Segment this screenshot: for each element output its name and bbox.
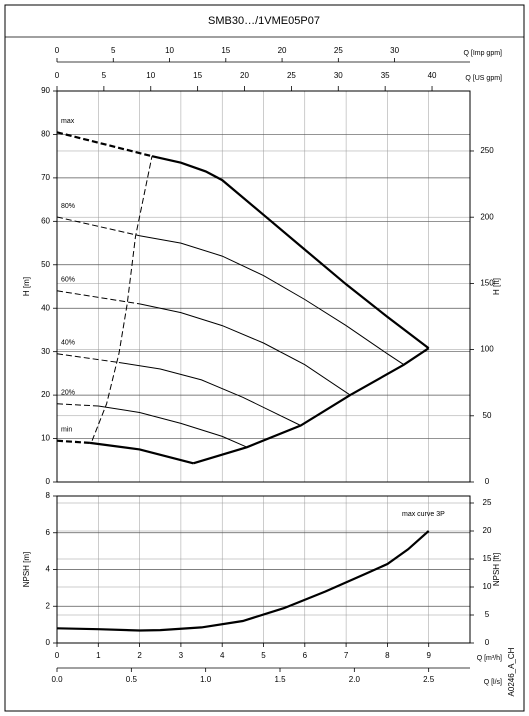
y2-tick-label: 0	[485, 477, 490, 486]
x-tick-label: 15	[193, 71, 202, 80]
x-tick-label: 30	[334, 71, 343, 80]
y-tick-label: 80	[41, 130, 50, 139]
x-tick-label: 2.5	[423, 675, 435, 684]
curve	[89, 441, 194, 465]
x-tick-label: 1.5	[274, 675, 286, 684]
x-axis-title: Q [l/s]	[484, 679, 502, 686]
x-tick-label: 0.5	[126, 675, 138, 684]
curve	[56, 290, 140, 305]
y-tick-label: 50	[41, 260, 50, 269]
y-tick-label: 6	[46, 528, 51, 537]
x-tick-label: 5	[102, 71, 107, 80]
y2-axis-title: NPSH [ft]	[492, 553, 501, 586]
x-tick-label: 2.0	[349, 675, 361, 684]
x-tick-label: 5	[111, 46, 116, 55]
x-tick-label: 15	[221, 46, 230, 55]
y-axis-title: NPSH [m]	[22, 552, 31, 588]
x-tick-label: 8	[385, 651, 390, 660]
y2-tick-label: 100	[480, 345, 494, 354]
y2-tick-label: 20	[483, 526, 492, 535]
document-code: A0246_A_CH	[507, 647, 516, 696]
y-tick-label: 60	[41, 216, 50, 225]
y2-tick-label: 10	[483, 582, 492, 591]
x-tick-label: 9	[426, 651, 431, 660]
x-axis-title: Q [Imp gpm]	[463, 50, 502, 57]
chart-title: SMB30…/1VME05P07	[208, 15, 320, 27]
y2-tick-label: 150	[480, 278, 494, 287]
annotation: max curve 3P	[402, 511, 445, 518]
x-tick-label: 7	[344, 651, 349, 660]
y2-tick-label: 15	[483, 554, 492, 563]
y-axis-title: H [m]	[22, 277, 31, 296]
y-tick-label: 20	[41, 390, 50, 399]
curve	[118, 362, 301, 426]
curve	[139, 303, 351, 396]
curve-label: 60%	[61, 277, 75, 284]
y2-tick-label: 5	[485, 610, 490, 619]
x-tick-label: 0	[55, 46, 60, 55]
x-tick-label: 1	[96, 651, 101, 660]
x-tick-label: 40	[428, 71, 437, 80]
curve	[56, 131, 153, 158]
x-tick-label: 0	[55, 651, 60, 660]
y-tick-label: 0	[46, 638, 51, 647]
curve	[98, 405, 248, 448]
x-axis-title: Q [m³/h]	[477, 655, 502, 662]
x-tick-label: 10	[165, 46, 174, 55]
x-tick-label: 6	[303, 651, 308, 660]
plot-frame	[56, 90, 471, 483]
x-tick-label: 1.0	[200, 675, 212, 684]
curve	[56, 353, 119, 363]
y2-tick-label: 50	[483, 411, 492, 420]
x-tick-label: 3	[179, 651, 184, 660]
curve	[91, 156, 153, 441]
x-tick-label: 0.0	[51, 675, 63, 684]
x-tick-label: 0	[55, 71, 60, 80]
curve	[151, 155, 430, 350]
y-tick-label: 2	[46, 601, 51, 610]
x-tick-label: 10	[146, 71, 155, 80]
curve	[139, 235, 405, 366]
curve-label: max	[61, 118, 75, 125]
y-tick-label: 8	[46, 491, 51, 500]
curve	[56, 439, 91, 444]
y-tick-label: 70	[41, 173, 50, 182]
y-tick-label: 10	[41, 434, 50, 443]
x-tick-label: 20	[240, 71, 249, 80]
x-tick-label: 20	[278, 46, 287, 55]
curve	[56, 216, 140, 237]
y-tick-label: 4	[46, 565, 51, 574]
curve	[56, 530, 430, 632]
curve	[192, 347, 430, 465]
x-tick-label: 25	[334, 46, 343, 55]
x-tick-label: 2	[137, 651, 142, 660]
y2-tick-label: 25	[483, 498, 492, 507]
y-tick-label: 30	[41, 347, 50, 356]
curve-label: 20%	[61, 390, 75, 397]
x-tick-label: 35	[381, 71, 390, 80]
x-tick-label: 4	[220, 651, 225, 660]
x-axis-title: Q [US gpm]	[465, 75, 502, 82]
y2-tick-label: 250	[480, 146, 494, 155]
curve-label: min	[61, 427, 72, 434]
y2-axis-title: H [ft]	[492, 278, 501, 295]
x-tick-label: 30	[390, 46, 399, 55]
curve-label: 40%	[61, 340, 75, 347]
sheet-border	[4, 4, 525, 712]
y2-tick-label: 200	[480, 212, 494, 221]
x-tick-label: 25	[287, 71, 296, 80]
y-tick-label: 40	[41, 303, 50, 312]
curve-label: 80%	[61, 203, 75, 210]
x-tick-label: 5	[261, 651, 266, 660]
y-tick-label: 90	[41, 86, 50, 95]
curve	[56, 403, 99, 407]
y2-tick-label: 0	[485, 638, 490, 647]
y-tick-label: 0	[46, 477, 51, 486]
